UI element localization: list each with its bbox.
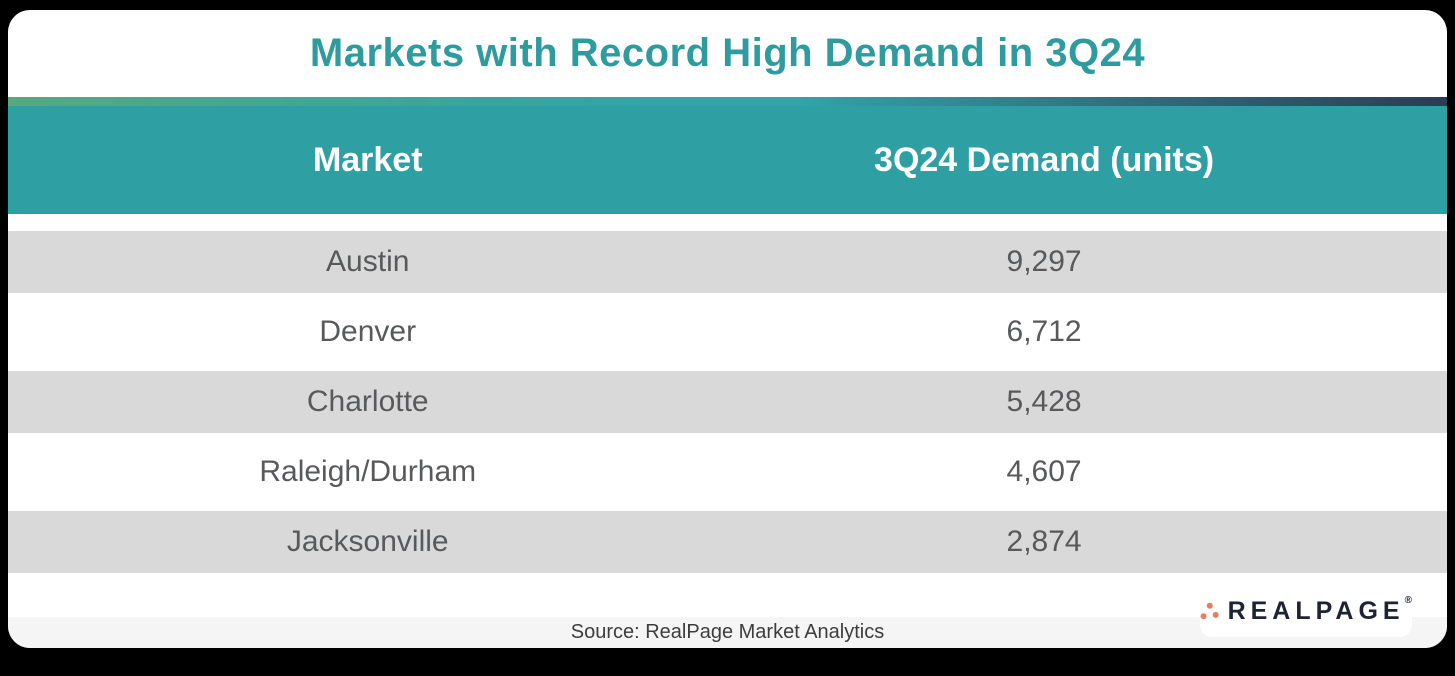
page-title: Markets with Record High Demand in 3Q24 xyxy=(309,31,1146,75)
realpage-logo: REALPAGE® xyxy=(1200,585,1412,637)
market-cell: Denver xyxy=(319,315,417,348)
demand-cell: 9,297 xyxy=(1006,245,1082,278)
trademark-symbol: ® xyxy=(1404,594,1412,606)
chart-card: Markets with Record High Demand in 3Q24 … xyxy=(8,10,1447,648)
demand-cell: 6,712 xyxy=(1006,315,1082,348)
table-row: Charlotte 5,428 xyxy=(8,371,1447,433)
column-header-market: Market xyxy=(312,140,423,179)
market-cell: Austin xyxy=(326,245,410,278)
title-block: Markets with Record High Demand in 3Q24 xyxy=(8,10,1447,97)
demand-cell: 5,428 xyxy=(1006,385,1082,418)
market-cell: Jacksonville xyxy=(286,525,449,558)
source-text: Source: RealPage Market Analytics xyxy=(570,621,885,643)
demand-cell: 2,874 xyxy=(1006,525,1082,558)
column-header-demand: 3Q24 Demand (units) xyxy=(874,140,1215,179)
accent-gradient-bar xyxy=(8,97,1447,106)
demand-cell: 4,607 xyxy=(1006,455,1082,488)
market-cell: Raleigh/Durham xyxy=(259,455,477,488)
table-header-row: Market 3Q24 Demand (units) xyxy=(8,106,1447,214)
table-row: Austin 9,297 xyxy=(8,231,1447,293)
realpage-logo-text: REALPAGE® xyxy=(1227,594,1412,625)
table-row: Denver 6,712 xyxy=(8,301,1447,363)
realpage-dots-icon xyxy=(1200,602,1219,620)
table-row: Jacksonville 2,874 xyxy=(8,511,1447,573)
table-row: Raleigh/Durham 4,607 xyxy=(8,441,1447,503)
table-body: Austin 9,297 Denver 6,712 Charlotte 5,42… xyxy=(8,231,1447,573)
market-cell: Charlotte xyxy=(306,385,429,418)
